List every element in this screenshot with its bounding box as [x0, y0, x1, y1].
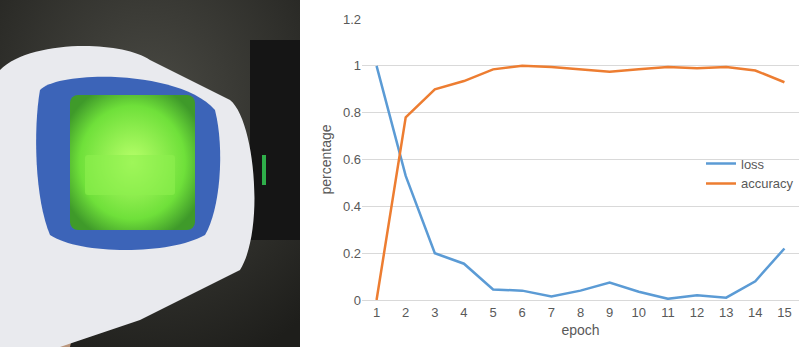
svg-text:0.4: 0.4 [343, 199, 361, 214]
svg-text:13: 13 [719, 305, 733, 320]
svg-text:11: 11 [661, 305, 675, 320]
svg-text:9: 9 [606, 305, 613, 320]
svg-text:0: 0 [354, 293, 361, 308]
svg-text:epoch: epoch [561, 322, 599, 338]
svg-text:1: 1 [373, 305, 380, 320]
svg-text:10: 10 [632, 305, 646, 320]
svg-text:accuracy: accuracy [741, 176, 794, 191]
svg-text:1.2: 1.2 [343, 12, 361, 27]
svg-text:6: 6 [519, 305, 526, 320]
svg-text:14: 14 [748, 305, 762, 320]
svg-text:15: 15 [777, 305, 791, 320]
svg-text:loss: loss [741, 157, 765, 172]
svg-text:4: 4 [460, 305, 467, 320]
svg-text:2: 2 [402, 305, 409, 320]
svg-text:0.8: 0.8 [343, 105, 361, 120]
svg-text:0.6: 0.6 [343, 152, 361, 167]
svg-text:7: 7 [548, 305, 555, 320]
svg-text:1: 1 [354, 58, 361, 73]
svg-text:5: 5 [489, 305, 496, 320]
svg-text:0.2: 0.2 [343, 246, 361, 261]
svg-text:percentage: percentage [318, 124, 334, 194]
svg-text:8: 8 [577, 305, 584, 320]
svg-text:3: 3 [431, 305, 438, 320]
svg-text:12: 12 [690, 305, 704, 320]
